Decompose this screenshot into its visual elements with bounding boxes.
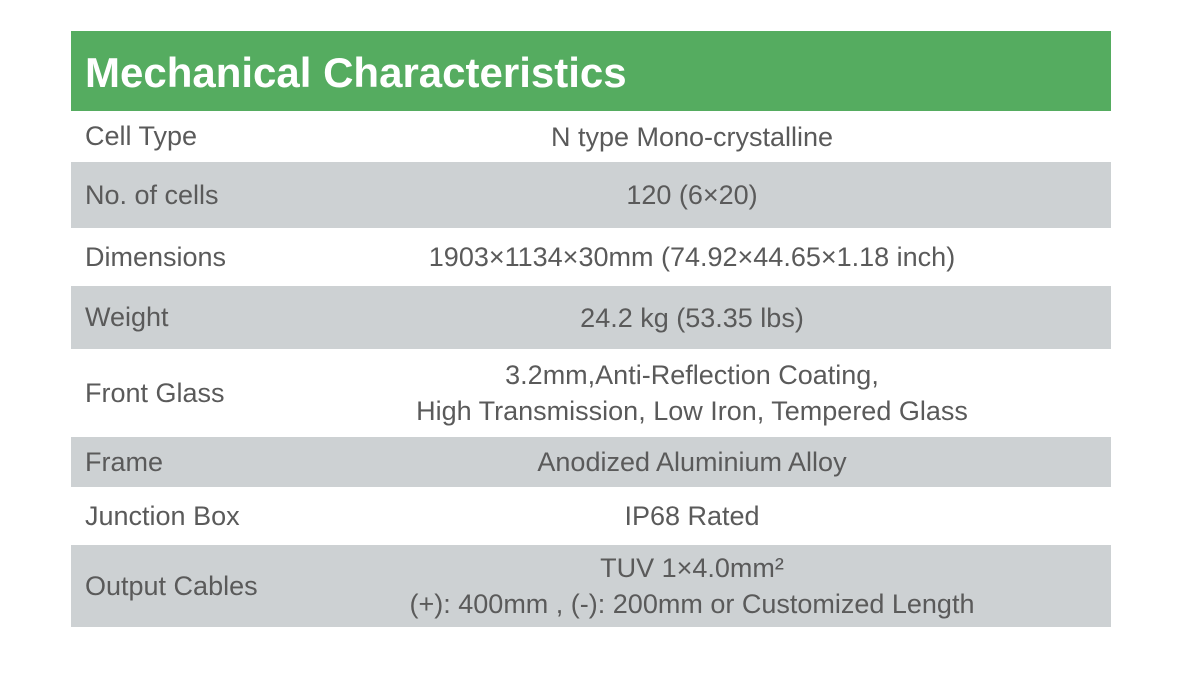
row-value: 120 (6×20) <box>301 162 1083 228</box>
value-line: 3.2mm,Anti-Reflection Coating, <box>505 360 879 390</box>
value-line: High Transmission, Low Iron, Tempered Gl… <box>416 396 968 426</box>
row-value: N type Mono-crystalline <box>301 111 1083 162</box>
value-line: N type Mono-crystalline <box>550 121 834 152</box>
row-label: Weight <box>85 302 169 332</box>
row-label: Output Cables <box>85 570 258 601</box>
value-line: 1903×1134×30mm (74.92×44.65×1.18 inch) <box>428 242 956 272</box>
row-value: Anodized Aluminium Alloy <box>301 437 1083 487</box>
table-row: Weight 24.2 kg (53.35 lbs) <box>71 286 1111 349</box>
value-line: IP68 Rated <box>624 501 760 531</box>
value-line: (+): 400mm , (-): 200mm or Customized Le… <box>409 589 975 619</box>
row-label: Frame <box>85 446 164 477</box>
table-row: Cell Type N type Mono-crystalline <box>71 111 1111 162</box>
row-value: 3.2mm,Anti-Reflection Coating, High Trans… <box>301 349 1083 437</box>
table-row: Frame Anodized Aluminium Alloy <box>71 437 1111 487</box>
value-line: Anodized Aluminium Alloy <box>537 447 847 477</box>
row-label: Cell Type <box>85 121 198 151</box>
table-row: Dimensions 1903×1134×30mm (74.92×44.65×1.… <box>71 228 1111 286</box>
row-label: Front Glass <box>85 377 225 408</box>
table-row: Front Glass 3.2mm,Anti-Reflection Coating… <box>71 349 1111 437</box>
title: Mechanical Characteristics <box>85 49 627 96</box>
header-bar: Mechanical Characteristics <box>71 31 1111 111</box>
row-label: Junction Box <box>85 500 240 531</box>
row-value: 1903×1134×30mm (74.92×44.65×1.18 inch) <box>301 228 1083 286</box>
table-row: Junction Box IP68 Rated <box>71 487 1111 545</box>
value-line: TUV 1×4.0mm² <box>600 553 784 583</box>
row-value: TUV 1×4.0mm² (+): 400mm , (-): 200mm or C… <box>301 545 1083 627</box>
row-label: No. of cells <box>85 179 219 210</box>
value-line: 24.2 kg (53.35 lbs) <box>580 302 804 333</box>
row-value: IP68 Rated <box>301 487 1083 545</box>
table-row: Output Cables TUV 1×4.0mm² (+): 400mm , (-… <box>71 545 1111 627</box>
value-line: 120 (6×20) <box>626 180 758 210</box>
table-row: No. of cells 120 (6×20) <box>71 162 1111 228</box>
row-label: Dimensions <box>85 241 227 272</box>
row-value: 24.2 kg (53.35 lbs) <box>301 286 1083 349</box>
